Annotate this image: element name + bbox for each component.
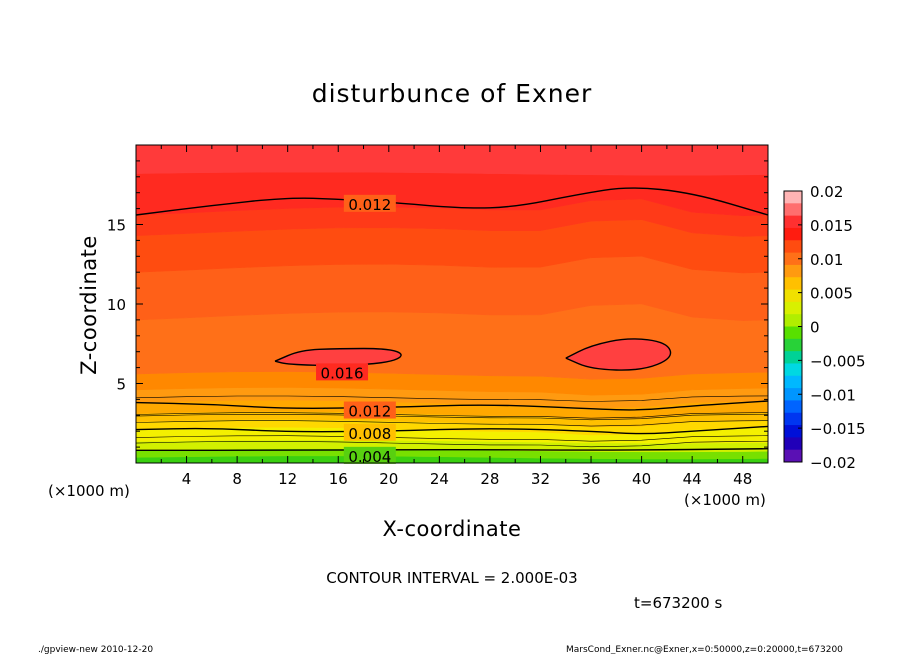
minor-contour-line	[136, 395, 768, 402]
x-tick-label: 32	[531, 470, 550, 488]
colorbar-label: −0.015	[810, 420, 866, 438]
minor-contour-line	[136, 412, 768, 419]
colorbar-swatch	[784, 388, 802, 401]
y-tick-label: 5	[116, 376, 126, 394]
x-axis-label: X-coordinate	[383, 517, 522, 541]
contour-line	[565, 338, 672, 371]
colorbar-label: 0	[810, 319, 820, 337]
colorbar-swatch	[784, 301, 802, 315]
colorbar-swatch	[784, 449, 802, 463]
minor-contour-line	[136, 435, 768, 442]
contour-label-bg	[316, 363, 369, 381]
colorbar-swatch	[784, 375, 802, 389]
x-tick-label: 24	[430, 470, 449, 488]
colorbar-swatch	[784, 437, 802, 451]
colorbar-swatch	[784, 227, 802, 241]
contour-line	[136, 425, 768, 435]
y-tick-label: 15	[107, 217, 126, 235]
colorbar-swatch	[784, 191, 802, 204]
colorbar-swatch	[784, 400, 802, 414]
contour-band	[136, 145, 768, 176]
contour-label: 0.016	[321, 364, 364, 382]
filled-contours	[136, 129, 768, 463]
x-unit-label: (×1000 m)	[684, 491, 766, 509]
minor-contour-line	[136, 420, 768, 427]
x-tick-label: 20	[379, 470, 398, 488]
time-label: t=673200 s	[634, 594, 722, 612]
footer-right: MarsCond_Exner.nc@Exner,x=0:50000,z=0:20…	[566, 645, 843, 654]
contour-band	[136, 129, 768, 139]
contour-labels: 0.012 0.016 0.012 0.008 0.004	[316, 194, 396, 466]
colorbar-swatch	[784, 326, 802, 340]
x-tick-label: 48	[733, 470, 752, 488]
colorbar-label: −0.01	[810, 386, 856, 404]
x-tick-label: 44	[683, 470, 702, 488]
colorbar-label: −0.02	[810, 454, 856, 472]
y-axis-label: Z-coordinate	[77, 235, 101, 375]
x-tick-label: 36	[581, 470, 600, 488]
x-tick-label: 4	[182, 470, 192, 488]
y-tick-label: 10	[107, 296, 126, 314]
x-axis-ticks: 4 8 12 16 20 24 28 32 36 40 44 48	[160, 145, 752, 488]
colorbar-swatch	[784, 412, 802, 426]
contour-label-bg	[343, 401, 396, 419]
minor-contour-line	[136, 413, 768, 421]
colorbar-label: 0.015	[810, 217, 853, 235]
x-tick-label: 28	[480, 470, 499, 488]
colorbar-labels: 0.02 0.015 0.01 0.005 0 −0.005 −0.01 −0.015 −0.0…	[798, 183, 866, 472]
colorbar-swatch	[784, 277, 802, 291]
y-unit-label: (×1000 m)	[48, 482, 130, 500]
colorbar	[783, 190, 803, 463]
colorbar-swatch	[784, 314, 802, 327]
contour-label: 0.012	[348, 196, 391, 214]
x-tick-label: 40	[632, 470, 651, 488]
colorbar-swatch	[784, 425, 802, 438]
colorbar-label: 0.005	[810, 285, 853, 303]
contour-label-bg	[343, 194, 396, 212]
x-tick-label: 12	[278, 470, 297, 488]
contour-lines	[136, 187, 768, 452]
x-tick-label: 16	[329, 470, 348, 488]
colorbar-label: 0.01	[810, 251, 843, 269]
colorbar-swatch	[784, 351, 802, 364]
colorbar-swatch	[784, 289, 802, 303]
minor-contour-line	[136, 440, 768, 448]
contour-line	[136, 400, 768, 411]
contour-label-bg	[343, 446, 396, 464]
colorbar-swatch	[784, 215, 802, 229]
colorbar-swatch	[784, 203, 802, 217]
contour-interval-text: CONTOUR INTERVAL = 2.000E-03	[326, 569, 577, 587]
colorbar-swatch	[784, 338, 802, 352]
colorbar-swatch	[784, 264, 802, 278]
footer-left: ./gpview-new 2010-12-20	[38, 645, 153, 654]
chart-title: disturbunce of Exner	[312, 79, 593, 108]
colorbar-swatch	[784, 240, 802, 254]
colorbar-label: 0.02	[810, 183, 843, 201]
colorbar-label: −0.005	[810, 352, 866, 370]
colorbar-swatch	[784, 252, 802, 266]
contour-line	[136, 187, 768, 216]
contour-label: 0.004	[348, 448, 391, 466]
colorbar-swatch	[784, 363, 802, 377]
contour-label-bg	[343, 423, 396, 441]
y-axis-ticks: 5 10 15	[107, 160, 768, 448]
contour-label: 0.008	[348, 425, 391, 443]
contour-label: 0.012	[348, 403, 391, 421]
x-tick-label: 8	[232, 470, 242, 488]
